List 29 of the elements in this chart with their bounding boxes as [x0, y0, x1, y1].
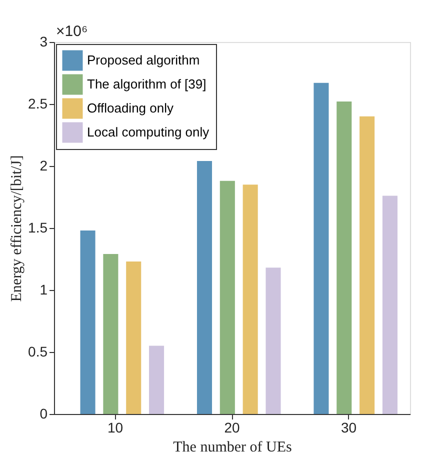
x-tick-label: 20 — [224, 420, 240, 436]
legend-label: The algorithm of [39] — [87, 76, 206, 92]
bar — [103, 254, 118, 414]
x-tick-label: 30 — [340, 420, 357, 436]
bar — [196, 161, 212, 414]
x-tick-label: 10 — [107, 420, 124, 436]
text: ×10⁶ — [56, 23, 88, 40]
legend-label: Local computing only — [87, 124, 210, 140]
bar — [80, 230, 96, 414]
bar — [266, 268, 281, 414]
bar — [242, 184, 258, 414]
y-axis-title: Energy efficiency/[bit/J] — [9, 155, 26, 302]
y-tick-label: 1 — [40, 282, 48, 298]
y-tick-label: 0 — [40, 406, 48, 422]
bar — [360, 116, 375, 414]
bar — [336, 102, 352, 414]
y-tick-label: 2 — [40, 158, 48, 174]
bar — [382, 196, 398, 414]
y-tick-label: 0.5 — [28, 344, 48, 360]
legend-label: Offloading only — [87, 100, 174, 116]
bar — [220, 180, 235, 414]
x-axis-title: The number of UEs — [173, 440, 292, 456]
y-tick-label: 3 — [40, 34, 48, 50]
y-tick-label: 2.5 — [28, 96, 48, 112]
legend-label: Proposed algorithm — [87, 52, 200, 68]
bar — [126, 261, 142, 414]
bar — [149, 346, 164, 414]
bar — [314, 82, 329, 414]
y-tick-label: 1.5 — [28, 220, 48, 236]
